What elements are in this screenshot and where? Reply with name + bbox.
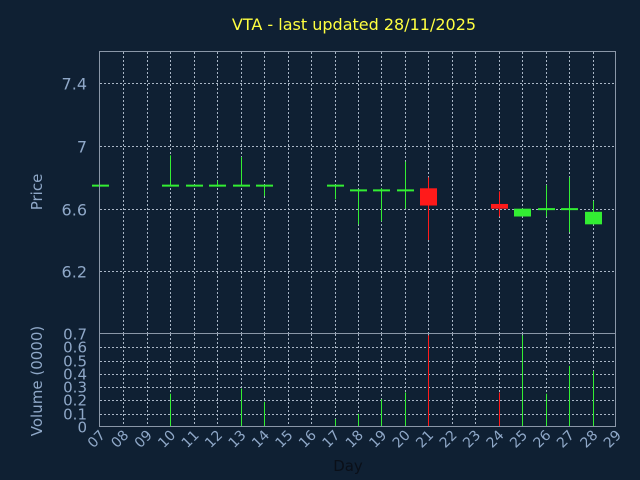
volume-bars	[170, 335, 594, 427]
volume-axis-ticks: 00.10.20.30.40.50.60.7	[63, 326, 87, 437]
candle	[373, 188, 390, 222]
candle-body	[585, 211, 602, 225]
volume-tick-label: 0.1	[63, 406, 87, 424]
candle	[420, 177, 437, 240]
candle	[92, 184, 109, 187]
price-tick-label: 6.2	[62, 263, 87, 282]
price-tick-label: 6.6	[62, 201, 87, 220]
x-tick-label: 20	[390, 428, 414, 452]
x-tick-label: 29	[601, 428, 625, 452]
candle	[538, 185, 555, 217]
candle	[186, 184, 203, 187]
x-tick-label: 18	[343, 428, 367, 452]
x-tick-label: 09	[132, 428, 156, 452]
x-tick-label: 24	[484, 427, 508, 451]
x-tick-label: 10	[155, 428, 179, 452]
candle-body	[420, 188, 437, 206]
candle-body	[514, 208, 531, 217]
candle	[256, 184, 273, 197]
price-panel: 6.2 6.6 7 7.4	[62, 51, 616, 334]
candle	[397, 161, 414, 209]
x-tick-label: 27	[554, 428, 578, 452]
candle-body	[491, 203, 508, 209]
candle	[233, 156, 250, 187]
price-tick-label: 7	[77, 138, 87, 157]
x-tick-label: 26	[531, 427, 555, 451]
candle	[327, 184, 344, 200]
candle	[514, 208, 531, 217]
candle	[585, 200, 602, 225]
volume-axis-label: Volume (0000)	[28, 326, 46, 436]
volume-tick-label: 0.3	[63, 379, 87, 397]
x-axis-ticks: 07 08 09 10 11 12 13 14 15 16 17 18 19 20 21 22 23 24 25 26…	[85, 427, 625, 451]
x-tick-label: 22	[437, 428, 461, 452]
volume-tick-label: 0.7	[63, 326, 87, 344]
x-tick-label: 19	[366, 428, 390, 452]
x-tick-label: 07	[85, 428, 109, 452]
volume-tick-label: 0.2	[63, 392, 87, 410]
x-tick-label: 12	[202, 428, 226, 452]
volume-tick-label: 0.5	[63, 353, 87, 371]
x-tick-label: 16	[296, 427, 320, 451]
x-tick-label: 11	[179, 428, 203, 452]
candle	[561, 177, 578, 233]
volume-tick-label: 0.6	[63, 339, 87, 357]
volume-panel-frame	[99, 333, 616, 427]
price-axis-label: Price	[28, 174, 46, 211]
price-panel-frame	[99, 51, 616, 334]
x-tick-label: 08	[108, 428, 132, 452]
x-tick-label: 23	[460, 428, 484, 452]
x-tick-label: 17	[319, 428, 343, 452]
x-tick-label: 28	[577, 428, 601, 452]
candle	[350, 189, 367, 225]
chart-title: VTA - last updated 28/11/2025	[232, 15, 476, 34]
x-tick-label: 13	[226, 428, 250, 452]
candles	[92, 155, 602, 240]
volume-grid	[100, 334, 616, 427]
volume-tick-label: 0	[77, 419, 87, 437]
volume-panel: 00.10.20.30.40.50.60.7	[63, 326, 616, 437]
x-tick-label: 14	[249, 427, 273, 451]
volume-tick-label: 0.4	[63, 366, 87, 384]
x-tick-label: 21	[413, 428, 437, 452]
candle	[491, 191, 508, 217]
candle	[209, 180, 226, 187]
x-tick-label: 25	[507, 428, 531, 452]
x-axis-label: Day	[333, 457, 363, 475]
price-tick-label: 7.4	[62, 75, 87, 94]
price-axis-ticks: 6.2 6.6 7 7.4	[62, 75, 87, 282]
candle	[162, 155, 179, 187]
x-tick-label: 15	[273, 428, 297, 452]
